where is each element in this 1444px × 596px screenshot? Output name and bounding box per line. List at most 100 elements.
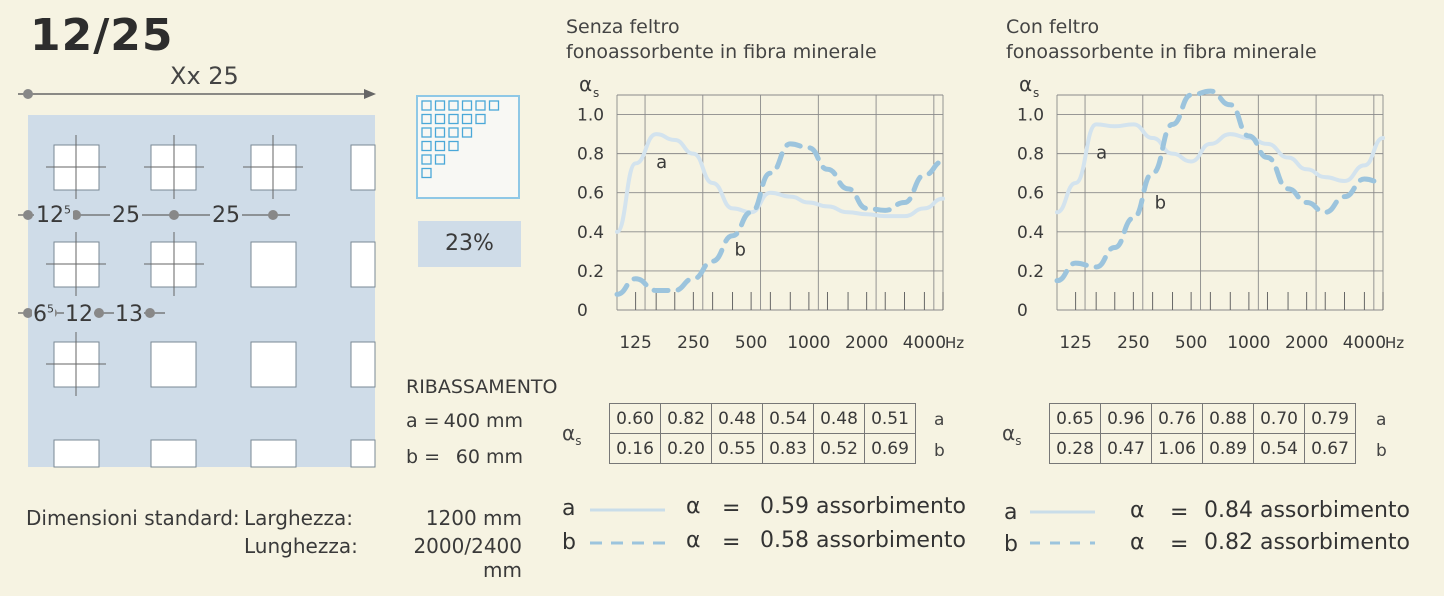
legend2-b-key: b [1004, 532, 1018, 557]
table1-alpha-label: αs [562, 421, 582, 448]
hole [350, 144, 376, 191]
x-tick-label: 2000 [1285, 333, 1328, 353]
table-cell: 0.79 [1304, 403, 1356, 434]
chart2-title-line1: Con feltro [1006, 16, 1100, 38]
table2-row-a-label: a [1376, 410, 1387, 430]
dimension-marker-icon [23, 308, 33, 318]
legend1-a-line [590, 508, 665, 512]
table-row: 0.28 0.47 1.06 0.89 0.54 0.67 [1049, 433, 1356, 464]
perforation-pattern-icon [416, 95, 520, 199]
series-line-a [615, 132, 945, 234]
pattern-square [448, 113, 459, 125]
y-tick-label: 1.0 [577, 106, 604, 126]
table-cell: 0.54 [762, 403, 814, 434]
y-tick-label: 1.0 [1017, 106, 1044, 126]
legend1-a-value: 0.59 assorbimento [760, 494, 966, 519]
y-tick-label: 0 [577, 301, 588, 321]
legend2-a-line [1030, 510, 1095, 514]
y-tick-label: 0.2 [1017, 262, 1044, 282]
dimension-marker-icon [23, 89, 33, 99]
table-cell: 0.16 [609, 433, 661, 464]
dimension-marker-icon [71, 210, 81, 220]
dimension-label: 13 [114, 302, 144, 327]
dimension-label: 25 [210, 203, 242, 228]
x-tick-label: 4000 [903, 333, 946, 353]
width-spec-value: 1200 mm [425, 506, 522, 530]
y-axis-label-sub: s [593, 86, 599, 100]
table-row: 0.16 0.20 0.55 0.83 0.52 0.69 [609, 433, 916, 464]
pattern-grid-icon [421, 100, 500, 179]
width-spec-label: Larghezza: [244, 506, 353, 530]
table-cell: 0.52 [813, 433, 865, 464]
table-cell: 0.89 [1202, 433, 1254, 464]
table-cell: 0.48 [813, 403, 865, 434]
legend1-b-key: b [562, 530, 576, 555]
y-tick-label: 0.6 [1017, 184, 1044, 204]
ribassamento-b-label: b = [406, 446, 441, 468]
pattern-square [488, 100, 500, 111]
legend1-a-eq: = [722, 496, 741, 521]
hole [350, 439, 376, 468]
x-tick-label: 250 [677, 333, 709, 353]
y-axis-label: α [579, 72, 592, 96]
table-cell: 0.96 [1100, 403, 1152, 434]
pattern-square [434, 140, 446, 152]
table-cell: 0.60 [609, 403, 661, 434]
legend1-b-line [590, 541, 665, 545]
legend2-b-eq: = [1170, 532, 1189, 557]
y-tick-label: 0.8 [577, 145, 604, 165]
center-marks [46, 135, 303, 396]
table-cell: 0.88 [1202, 403, 1254, 434]
table-cell: 0.83 [762, 433, 814, 464]
legend1-a-symbol: α [686, 494, 701, 519]
y-tick-label: 0.4 [577, 223, 604, 243]
y-tick-label: 0.2 [577, 262, 604, 282]
curve-label-a: a [656, 152, 667, 173]
hole [250, 439, 297, 468]
pattern-square [461, 127, 473, 138]
table-row: 0.60 0.82 0.48 0.54 0.48 0.51 [609, 403, 916, 434]
pattern-square [421, 154, 432, 165]
pattern-square [421, 113, 432, 125]
table-cell: 0.48 [711, 403, 763, 434]
table-row: 0.65 0.96 0.76 0.88 0.70 0.79 [1049, 403, 1356, 434]
legend2-b-line [1030, 541, 1095, 545]
chart2-title-line2: fonoassorbente in fibra minerale [1006, 41, 1317, 63]
legend2-a-value: 0.84 assorbimento [1204, 498, 1410, 523]
chart1-title-line2: fonoassorbente in fibra minerale [566, 41, 877, 63]
pattern-square [448, 127, 459, 138]
x-tick-label: 1000 [1227, 333, 1270, 353]
grid [616, 94, 944, 311]
table-cell: 1.06 [1151, 433, 1203, 464]
pattern-square [461, 100, 473, 111]
y-tick-label: 0.6 [577, 184, 604, 204]
pattern-square [448, 100, 459, 111]
hole [150, 341, 197, 388]
table-cell: 0.20 [660, 433, 712, 464]
pattern-square [434, 113, 446, 125]
x-tick-label: 125 [1059, 333, 1091, 353]
hole [250, 241, 297, 288]
x-tick-label: 2000 [845, 333, 888, 353]
series-line-b [1054, 88, 1386, 284]
table-cell: 0.47 [1100, 433, 1152, 464]
dimension-marker-icon [145, 308, 155, 318]
open-area-percentage: 23% [418, 221, 521, 267]
x-tick-label: 125 [619, 333, 651, 353]
y-axis-label-sub: s [1033, 86, 1039, 100]
x-tick-label: 1000 [787, 333, 830, 353]
legend1-b-value: 0.58 assorbimento [760, 528, 966, 553]
standard-dimensions-label: Dimensioni standard: [26, 506, 240, 530]
pattern-square [448, 140, 459, 152]
table2-alpha-label: αs [1002, 421, 1022, 448]
series-line-b [614, 141, 946, 297]
table-cell: 0.76 [1151, 403, 1203, 434]
width-label: Xx 25 [170, 62, 239, 90]
table-cell: 0.69 [864, 433, 916, 464]
table-cell: 0.28 [1049, 433, 1101, 464]
panel-drawing [18, 89, 376, 468]
product-code: 12/25 [30, 10, 174, 61]
pattern-square [421, 127, 432, 138]
x-tick-label: 500 [735, 333, 767, 353]
